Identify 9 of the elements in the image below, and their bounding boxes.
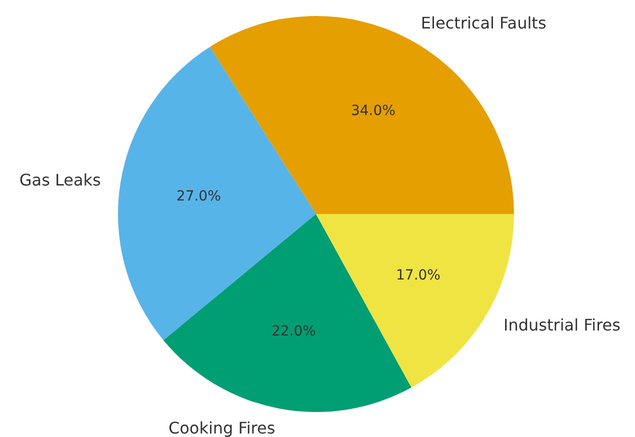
data-label: 17.0% [396,267,440,284]
pie-slice [118,46,316,340]
data-label: 27.0% [176,188,221,204]
slice-label: Cooking Fires [168,418,276,437]
data-label: 34.0% [350,102,396,119]
slice-label: Industrial Fires [503,315,620,334]
slice-label: Electrical Faults [420,14,546,33]
slice-label: Gas Leaks [19,170,101,190]
data-label: 22.0% [271,324,316,340]
